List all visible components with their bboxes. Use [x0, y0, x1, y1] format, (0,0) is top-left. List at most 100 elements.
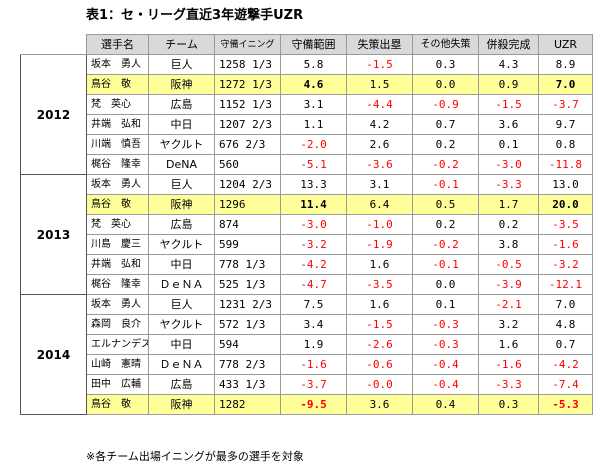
stat-cell-rng: 13.3 [280, 174, 347, 195]
table-row: 森岡 良介 ヤクルト 572 1/3 3.4 -1.5 -0.3 3.2 4.8 [21, 314, 593, 335]
team-cell: 中日 [148, 114, 215, 135]
stat-cell-uzr: -1.6 [538, 234, 593, 255]
player-name-cell: 鳥谷 敬 [86, 74, 149, 95]
stat-cell-other-err: 0.5 [412, 194, 479, 215]
stat-cell-other-err: 0.2 [412, 134, 479, 155]
team-cell: 阪神 [148, 194, 215, 215]
stat-cell-uzr: 20.0 [538, 194, 593, 215]
stat-cell-other-err: 0.0 [412, 74, 479, 95]
player-name-cell: 井端 弘和 [86, 254, 149, 275]
innings-cell: 594 [214, 334, 281, 355]
team-cell: 巨人 [148, 54, 215, 75]
stat-cell-uzr: -3.2 [538, 254, 593, 275]
stat-cell-rng: -3.0 [280, 214, 347, 235]
table-row: 梶谷 隆幸 ＤｅＮＡ 525 1/3 -4.7 -3.5 0.0 -3.9 -12.1 [21, 274, 593, 295]
stat-cell-uzr: 9.7 [538, 114, 593, 135]
player-name-cell: 坂本 勇人 [86, 54, 149, 75]
stat-cell-dp: -3.9 [478, 274, 539, 295]
stat-cell-uzr: 0.7 [538, 334, 593, 355]
stat-cell-err-reach: 2.6 [346, 134, 413, 155]
stat-cell-dp: -3.0 [478, 154, 539, 175]
stat-cell-uzr: 7.0 [538, 74, 593, 95]
innings-cell: 433 1/3 [214, 374, 281, 395]
player-name-cell: 川端 慎吾 [86, 134, 149, 155]
stat-cell-err-reach: -4.4 [346, 94, 413, 115]
table-row: 井端 弘和 中日 778 1/3 -4.2 1.6 -0.1 -0.5 -3.2 [21, 254, 593, 275]
footnote: ※各チーム出場イニングが最多の選手を対象 [86, 450, 304, 463]
stat-cell-err-reach: 1.6 [346, 254, 413, 275]
innings-cell: 778 1/3 [214, 254, 281, 275]
player-name-cell: エルナンデス [86, 334, 149, 355]
stat-cell-rng: 1.1 [280, 114, 347, 135]
team-cell: 中日 [148, 254, 215, 275]
stat-cell-other-err: -0.1 [412, 254, 479, 275]
stat-cell-rng: 11.4 [280, 194, 347, 215]
team-cell: 広島 [148, 374, 215, 395]
stat-cell-err-reach: 1.5 [346, 74, 413, 95]
player-name-cell: 井端 弘和 [86, 114, 149, 135]
innings-cell: 778 2/3 [214, 354, 281, 375]
stat-cell-err-reach: 3.1 [346, 174, 413, 195]
stat-cell-uzr: 0.8 [538, 134, 593, 155]
table-row: 川島 慶三 ヤクルト 599 -3.2 -1.9 -0.2 3.8 -1.6 [21, 234, 593, 255]
stat-cell-err-reach: 4.2 [346, 114, 413, 135]
team-cell: ヤクルト [148, 314, 215, 335]
stat-cell-uzr: -11.8 [538, 154, 593, 175]
table-row: 2012 坂本 勇人 巨人 1258 1/3 5.8 -1.5 0.3 4.3 8.9 [20, 54, 593, 175]
stat-cell-err-reach: -0.0 [346, 374, 413, 395]
innings-cell: 676 2/3 [214, 134, 281, 155]
stat-cell-err-reach: 3.6 [346, 394, 413, 415]
player-name-cell: 森岡 良介 [86, 314, 149, 335]
table-row: 梵 英心 広島 874 -3.0 -1.0 0.2 0.2 -3.5 [21, 214, 593, 235]
team-cell: 巨人 [148, 294, 215, 315]
table-row: 川端 慎吾 ヤクルト 676 2/3 -2.0 2.6 0.2 0.1 0.8 [21, 134, 593, 155]
stat-cell-other-err: 0.3 [412, 54, 479, 75]
col-header-name: 選手名 [86, 34, 149, 55]
table-row: 山崎 憲晴 ＤｅＮＡ 778 2/3 -1.6 -0.6 -0.4 -1.6 -4.2 [21, 354, 593, 375]
table-body: 2012 坂本 勇人 巨人 1258 1/3 5.8 -1.5 0.3 4.3 8.9 鳥谷 敬阪… [20, 54, 593, 415]
col-header-other-error: その他失策 [412, 34, 479, 55]
stat-cell-err-reach: 1.6 [346, 294, 413, 315]
stat-cell-other-err: 0.7 [412, 114, 479, 135]
col-header-uzr: UZR [538, 34, 593, 55]
year-cell: 2014 [20, 294, 87, 415]
stat-cell-dp: 0.3 [478, 394, 539, 415]
stat-cell-dp: -2.1 [478, 294, 539, 315]
stat-cell-dp: -1.6 [478, 354, 539, 375]
stat-cell-rng: 7.5 [280, 294, 347, 315]
stat-cell-dp: -3.3 [478, 374, 539, 395]
stat-cell-dp: 3.6 [478, 114, 539, 135]
stat-cell-rng: -4.2 [280, 254, 347, 275]
stat-cell-other-err: 0.2 [412, 214, 479, 235]
col-header-range: 守備範囲 [280, 34, 347, 55]
team-cell: 広島 [148, 214, 215, 235]
stat-cell-uzr: -3.5 [538, 214, 593, 235]
col-header-double-play: 併殺完成 [478, 34, 539, 55]
uzr-table: 選手名 チーム 守備イニング 守備範囲 失策出塁 その他失策 併殺完成 UZR … [20, 34, 593, 415]
corner-cell [20, 34, 87, 55]
table-row: 田中 広輔 広島 433 1/3 -3.7 -0.0 -0.4 -3.3 -7.4 [21, 374, 593, 395]
stat-cell-other-err: -0.9 [412, 94, 479, 115]
stat-cell-other-err: -0.2 [412, 154, 479, 175]
stat-cell-rng: -1.6 [280, 354, 347, 375]
innings-cell: 599 [214, 234, 281, 255]
team-cell: ヤクルト [148, 234, 215, 255]
table-row: 鳥谷 敬阪神 1296 11.4 6.4 0.5 1.7 20.0 [21, 194, 593, 215]
innings-cell: 1152 1/3 [214, 94, 281, 115]
stat-cell-rng: 1.9 [280, 334, 347, 355]
team-cell: DeNA [148, 154, 215, 175]
team-cell: 巨人 [148, 174, 215, 195]
stat-cell-other-err: -0.3 [412, 314, 479, 335]
stat-cell-other-err: -0.2 [412, 234, 479, 255]
innings-cell: 1296 [214, 194, 281, 215]
player-name-cell: 梵 英心 [86, 214, 149, 235]
stat-cell-uzr: -3.7 [538, 94, 593, 115]
stat-cell-uzr: 8.9 [538, 54, 593, 75]
stat-cell-rng: -3.7 [280, 374, 347, 395]
stat-cell-dp: 0.1 [478, 134, 539, 155]
year-cell: 2013 [20, 174, 87, 295]
stat-cell-other-err: 0.0 [412, 274, 479, 295]
stat-cell-err-reach: -3.5 [346, 274, 413, 295]
stat-cell-uzr: 4.8 [538, 314, 593, 335]
team-cell: ＤｅＮＡ [148, 354, 215, 375]
